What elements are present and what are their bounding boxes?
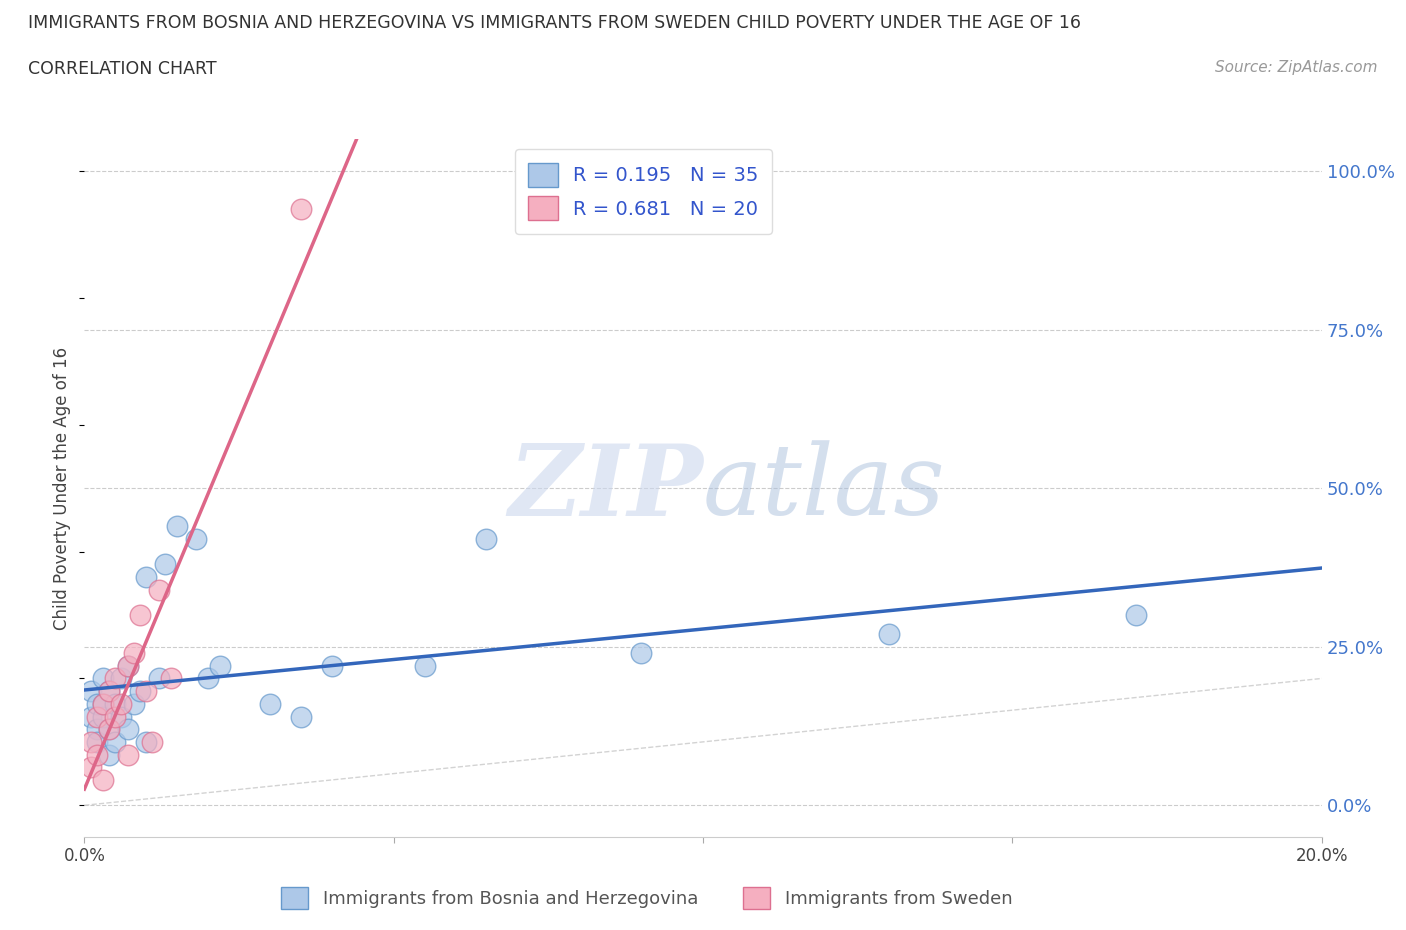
Point — [104, 709, 127, 724]
Point — [79, 709, 101, 724]
Point — [122, 697, 145, 711]
Point — [148, 671, 170, 686]
Point — [135, 684, 157, 698]
Text: atlas: atlas — [703, 441, 946, 536]
Point — [86, 735, 108, 750]
Text: IMMIGRANTS FROM BOSNIA AND HERZEGOVINA VS IMMIGRANTS FROM SWEDEN CHILD POVERTY U: IMMIGRANTS FROM BOSNIA AND HERZEGOVINA V… — [28, 14, 1081, 32]
Point — [91, 671, 114, 686]
Point — [475, 532, 498, 547]
Point — [141, 735, 163, 750]
Point — [117, 658, 139, 673]
Point — [98, 684, 121, 698]
Point — [79, 760, 101, 775]
Point — [91, 697, 114, 711]
Point — [86, 747, 108, 762]
Y-axis label: Child Poverty Under the Age of 16: Child Poverty Under the Age of 16 — [53, 347, 72, 630]
Point — [98, 684, 121, 698]
Point — [86, 722, 108, 737]
Text: Source: ZipAtlas.com: Source: ZipAtlas.com — [1215, 60, 1378, 75]
Point — [209, 658, 232, 673]
Point — [104, 697, 127, 711]
Point — [117, 747, 139, 762]
Point — [86, 697, 108, 711]
Point — [321, 658, 343, 673]
Point — [166, 519, 188, 534]
Point — [98, 722, 121, 737]
Point — [630, 645, 652, 660]
Point — [259, 697, 281, 711]
Point — [117, 658, 139, 673]
Legend: R = 0.195   N = 35, R = 0.681   N = 20: R = 0.195 N = 35, R = 0.681 N = 20 — [515, 149, 772, 233]
Text: CORRELATION CHART: CORRELATION CHART — [28, 60, 217, 78]
Text: ZIP: ZIP — [508, 440, 703, 537]
Point — [413, 658, 436, 673]
Point — [129, 684, 152, 698]
Point — [104, 735, 127, 750]
Point — [98, 722, 121, 737]
Point — [91, 709, 114, 724]
Point — [877, 627, 900, 642]
Point — [104, 671, 127, 686]
Point — [290, 202, 312, 217]
Point — [129, 607, 152, 622]
Legend: Immigrants from Bosnia and Herzegovina, Immigrants from Sweden: Immigrants from Bosnia and Herzegovina, … — [274, 880, 1019, 916]
Point — [117, 722, 139, 737]
Point — [197, 671, 219, 686]
Point — [122, 645, 145, 660]
Point — [110, 697, 132, 711]
Point — [110, 671, 132, 686]
Point — [91, 773, 114, 788]
Point — [86, 709, 108, 724]
Point — [135, 735, 157, 750]
Point — [184, 532, 207, 547]
Point — [98, 747, 121, 762]
Point — [290, 709, 312, 724]
Point — [79, 735, 101, 750]
Point — [110, 709, 132, 724]
Point — [160, 671, 183, 686]
Point — [148, 582, 170, 597]
Point — [91, 697, 114, 711]
Point — [135, 569, 157, 584]
Point — [79, 684, 101, 698]
Point — [153, 557, 176, 572]
Point — [1125, 607, 1147, 622]
